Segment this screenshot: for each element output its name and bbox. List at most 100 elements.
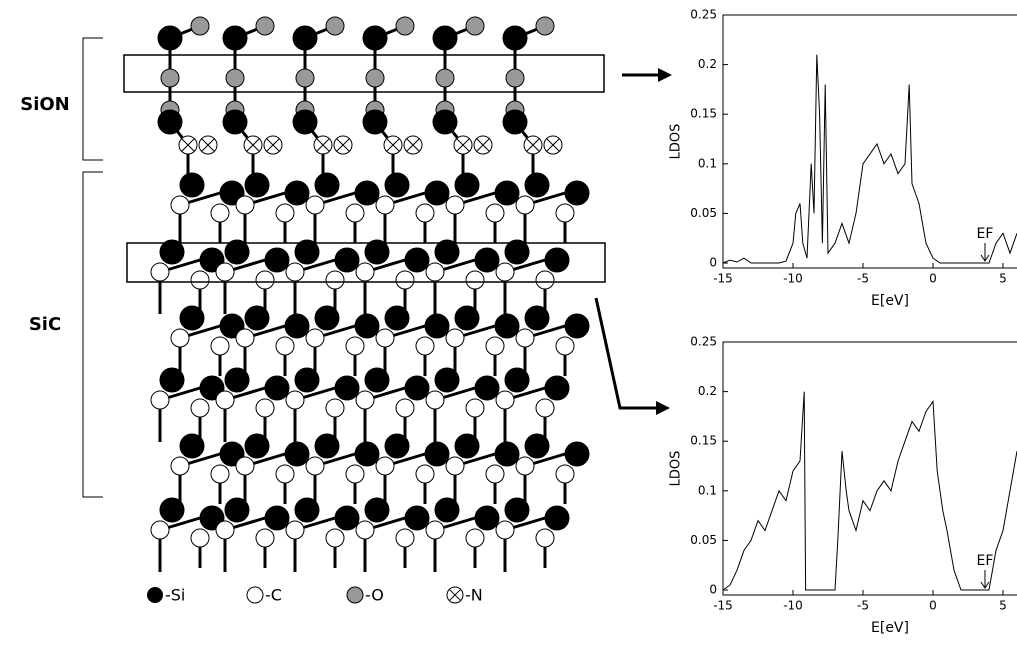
atom-si <box>524 305 550 331</box>
atom-si <box>384 305 410 331</box>
atom-o <box>160 68 180 88</box>
atom-c <box>235 195 255 215</box>
atom-si <box>284 180 310 206</box>
atom-si <box>334 375 360 401</box>
atom-si <box>524 433 550 459</box>
atom-c <box>235 328 255 348</box>
atom-si <box>432 25 458 51</box>
atom-si <box>434 367 460 393</box>
atom-si <box>504 239 530 265</box>
atom-c <box>425 520 445 540</box>
atom-si <box>504 367 530 393</box>
atom-si <box>454 172 480 198</box>
atom-si <box>564 313 590 339</box>
atom-si <box>244 172 270 198</box>
atom-c <box>515 328 535 348</box>
atom-n-cross <box>526 138 540 152</box>
atom-si <box>157 25 183 51</box>
y-axis-label: LDOS <box>669 124 684 160</box>
atom-c <box>495 390 515 410</box>
atom-c <box>285 520 305 540</box>
y-tick-label: 0.25 <box>690 8 717 22</box>
y-tick-label: 0.1 <box>698 156 717 170</box>
x-tick-label: 5 <box>999 272 1007 286</box>
atom-n-cross <box>456 138 470 152</box>
arrow-head <box>658 68 672 82</box>
y-tick-label: 0.2 <box>698 57 717 71</box>
atom-c <box>515 195 535 215</box>
x-tick-label: 0 <box>929 272 937 286</box>
atom-si <box>494 180 520 206</box>
atom-si <box>224 367 250 393</box>
atom-c <box>255 398 275 418</box>
atom-c <box>355 520 375 540</box>
legend-label: -Si <box>165 586 185 605</box>
atom-c <box>275 336 295 356</box>
atom-n-cross <box>546 138 560 152</box>
atom-c <box>415 336 435 356</box>
y-tick-label: 0.1 <box>698 483 717 497</box>
atom-c <box>375 195 395 215</box>
atom-n-cross <box>181 138 195 152</box>
y-tick-label: 0 <box>709 583 717 597</box>
atom-c <box>325 528 345 548</box>
atom-si <box>157 109 183 135</box>
atom-n-cross <box>476 138 490 152</box>
layer-frame <box>126 242 606 283</box>
atom-si <box>179 433 205 459</box>
y-tick-label: 0.15 <box>690 107 717 121</box>
atom-c <box>255 270 275 290</box>
atom-c <box>535 270 555 290</box>
atom-si <box>494 313 520 339</box>
atom-o <box>255 16 275 36</box>
atom-c <box>150 390 170 410</box>
atom-si <box>314 433 340 459</box>
atom-o <box>535 16 555 36</box>
atom-n-cross <box>266 138 280 152</box>
atom-c <box>285 390 305 410</box>
annotation-arrow <box>980 243 990 262</box>
atom-si <box>222 25 248 51</box>
atom-si <box>294 367 320 393</box>
atom-si <box>264 505 290 531</box>
atom-si <box>159 367 185 393</box>
atom-o <box>365 68 385 88</box>
atom-c <box>150 520 170 540</box>
atom-si <box>264 375 290 401</box>
atom-n-cross <box>201 138 215 152</box>
atom-c <box>535 398 555 418</box>
atom-si <box>362 25 388 51</box>
bracket <box>82 171 103 498</box>
atom-n-cross <box>386 138 400 152</box>
atom-c <box>515 456 535 476</box>
atom-c <box>215 390 235 410</box>
y-axis-label: LDOS <box>669 451 684 487</box>
axis-frame <box>722 14 1017 269</box>
atom-n-cross <box>316 138 330 152</box>
atom-si <box>179 305 205 331</box>
atom-si <box>424 441 450 467</box>
atom-c <box>285 262 305 282</box>
atom-c <box>415 464 435 484</box>
atom-si <box>424 180 450 206</box>
atom-si <box>364 497 390 523</box>
atom-si <box>474 505 500 531</box>
atom-c <box>485 464 505 484</box>
atom-c <box>215 262 235 282</box>
atom-si <box>544 505 570 531</box>
atom-c <box>355 390 375 410</box>
atom-si <box>244 305 270 331</box>
atom-c <box>555 336 575 356</box>
arrow <box>594 297 660 410</box>
y-tick-label: 0 <box>709 256 717 270</box>
atom-n-cross <box>246 138 260 152</box>
y-tick-label: 0.2 <box>698 384 717 398</box>
x-tick-label: 0 <box>929 599 937 613</box>
atom-si <box>292 109 318 135</box>
layer-label: SiON <box>20 94 70 115</box>
atom-o <box>325 16 345 36</box>
atom-si <box>264 247 290 273</box>
atom-c <box>215 520 235 540</box>
x-tick-label: -10 <box>783 599 803 613</box>
